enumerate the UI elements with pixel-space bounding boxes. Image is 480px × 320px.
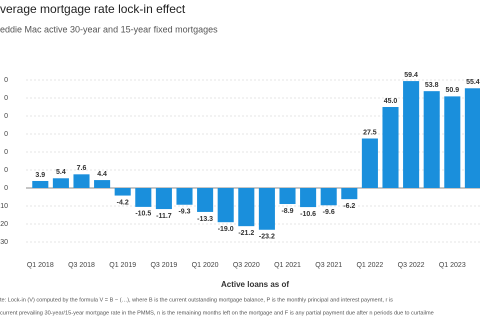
y-tick-label: 0 bbox=[4, 167, 8, 174]
bar bbox=[444, 96, 461, 188]
bar bbox=[320, 188, 337, 206]
data-label: -6.2 bbox=[343, 203, 355, 210]
data-label: 59.4 bbox=[404, 72, 418, 79]
bar bbox=[155, 188, 172, 210]
data-label: -10.5 bbox=[135, 211, 151, 218]
data-label: -23.2 bbox=[259, 234, 275, 241]
y-tick-label: 0 bbox=[4, 113, 8, 120]
bar bbox=[32, 180, 49, 188]
data-label: -8.9 bbox=[281, 208, 293, 215]
bar bbox=[300, 188, 317, 208]
bar bbox=[176, 188, 193, 205]
bar bbox=[464, 88, 480, 188]
data-label: -4.2 bbox=[117, 199, 129, 206]
x-tick-label: Q1 2022 bbox=[356, 262, 383, 269]
data-label: 55.4 bbox=[466, 79, 480, 86]
x-tick-label: Q3 2020 bbox=[233, 262, 260, 269]
x-axis-title: Active loans as of bbox=[221, 280, 289, 289]
bar bbox=[258, 188, 275, 230]
data-label: -9.6 bbox=[323, 209, 335, 216]
data-label: -9.3 bbox=[178, 209, 190, 216]
bar bbox=[279, 188, 296, 205]
x-tick-label: Q3 2021 bbox=[315, 262, 342, 269]
y-tick-label: 0 bbox=[4, 185, 8, 192]
x-tick-label: Q1 2021 bbox=[274, 262, 301, 269]
bar bbox=[238, 188, 255, 227]
chart-subtitle: eddie Mac active 30-year and 15-year fix… bbox=[0, 24, 218, 34]
data-label: -19.0 bbox=[218, 226, 234, 233]
x-tick-label: Q1 2018 bbox=[27, 262, 54, 269]
data-label: 7.6 bbox=[77, 165, 87, 172]
bar bbox=[423, 91, 440, 188]
bar bbox=[114, 188, 131, 196]
data-label: 4.4 bbox=[97, 171, 107, 178]
bar bbox=[73, 174, 90, 188]
bar bbox=[361, 138, 378, 188]
footnote: current prevailing 30-year/15-year mortg… bbox=[0, 310, 434, 316]
x-tick-label: Q1 2023 bbox=[439, 262, 466, 269]
data-label: 27.5 bbox=[363, 129, 377, 136]
data-label: -21.2 bbox=[238, 230, 254, 237]
bar bbox=[135, 188, 152, 207]
y-tick-label: 0 bbox=[4, 131, 8, 138]
y-tick-label: 0 bbox=[4, 149, 8, 156]
data-label: 50.9 bbox=[445, 87, 459, 94]
y-tick-label: -10 bbox=[0, 203, 8, 210]
data-label: 5.4 bbox=[56, 169, 66, 176]
data-label: 3.9 bbox=[35, 172, 45, 179]
y-tick-label: 0 bbox=[4, 77, 8, 84]
bar bbox=[52, 178, 69, 188]
footnote: te: Lock-in (V) computed by the formula … bbox=[0, 297, 393, 303]
bar bbox=[403, 81, 420, 188]
bar bbox=[94, 180, 111, 188]
data-label: 45.0 bbox=[384, 98, 398, 105]
chart-title: verage mortgage rate lock-in effect bbox=[0, 2, 186, 16]
y-tick-label: -30 bbox=[0, 239, 8, 246]
y-tick-label: 0 bbox=[4, 95, 8, 102]
bar bbox=[341, 188, 358, 200]
x-tick-label: Q1 2019 bbox=[109, 262, 136, 269]
data-label: -13.3 bbox=[197, 216, 213, 223]
x-tick-label: Q3 2018 bbox=[68, 262, 95, 269]
data-label: 53.8 bbox=[425, 82, 439, 89]
x-tick-label: Q3 2019 bbox=[150, 262, 177, 269]
x-tick-label: Q3 2022 bbox=[398, 262, 425, 269]
x-tick-label: Q1 2020 bbox=[192, 262, 219, 269]
data-label: -11.7 bbox=[156, 213, 172, 220]
y-tick-label: -20 bbox=[0, 221, 8, 228]
bar bbox=[382, 107, 399, 188]
data-label: -10.6 bbox=[300, 211, 316, 218]
bar bbox=[217, 188, 234, 223]
bar bbox=[197, 188, 214, 212]
